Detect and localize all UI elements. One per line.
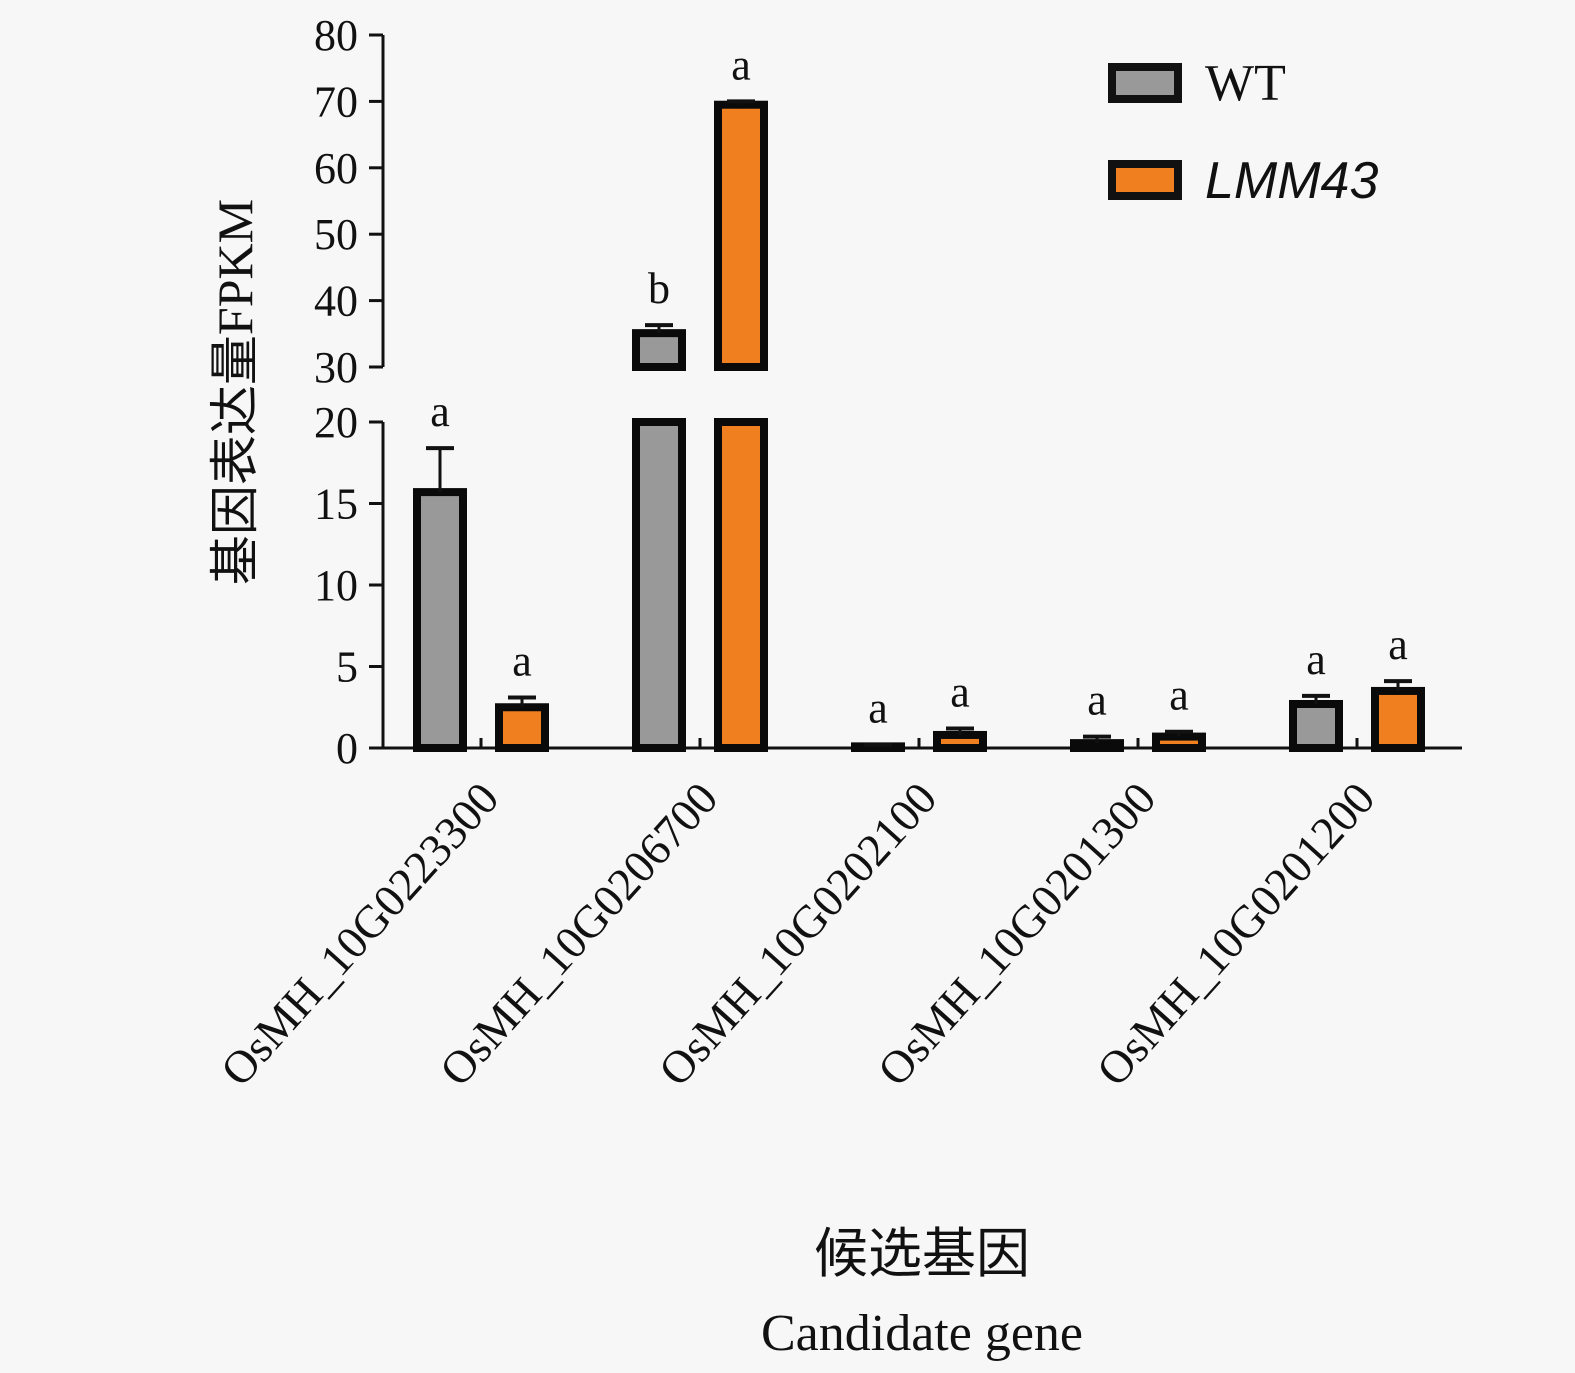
y-tick-label: 40	[314, 277, 358, 326]
bar-wt	[1289, 699, 1343, 752]
y-tick-label: 20	[314, 398, 358, 447]
y-axis-label: 基因表达量FPKM	[207, 199, 263, 585]
significance-label: a	[1169, 671, 1189, 720]
legend-swatch-lmm43	[1108, 160, 1182, 200]
significance-label: a	[430, 387, 450, 436]
significance-label: a	[1087, 676, 1107, 725]
y-tick-label: 70	[314, 77, 358, 126]
significance-label: a	[731, 40, 751, 89]
y-tick-label: 5	[336, 643, 358, 692]
bar-lmm43	[1152, 732, 1206, 753]
bar-wt	[632, 418, 686, 752]
legend-label-wt: WT	[1205, 55, 1286, 112]
significance-label: a	[1388, 620, 1408, 669]
legend-swatch-wt	[1108, 63, 1182, 103]
legend-label-lmm43: LMM43	[1205, 152, 1378, 210]
bar-lmm43	[1371, 686, 1425, 753]
legend: WT LMM43	[1108, 55, 1378, 210]
axes	[369, 33, 1462, 750]
x-axis-label-en: Candidate gene	[761, 1305, 1083, 1362]
bar-lmm43	[933, 730, 987, 753]
significance-label: a	[512, 636, 532, 685]
y-tick-label: 50	[314, 210, 358, 259]
bar-lmm43	[714, 418, 768, 752]
significance-label: b	[648, 264, 670, 313]
bar-wt	[1070, 739, 1124, 752]
x-axis-label-cn: 候选基因	[814, 1224, 1030, 1284]
significance-label: a	[868, 684, 888, 733]
bars	[413, 99, 1425, 753]
bar-wt	[632, 329, 686, 371]
bar-lmm43	[714, 100, 768, 371]
y-tick-label: 10	[314, 561, 358, 610]
y-tick-label: 0	[336, 724, 358, 773]
y-tick-label: 15	[314, 480, 358, 529]
y-tick-label: 30	[314, 343, 358, 392]
significance-label: a	[1306, 635, 1326, 684]
bar-wt	[413, 488, 467, 752]
significance-label: a	[950, 667, 970, 716]
bar-lmm43	[495, 703, 549, 752]
y-tick-label: 80	[314, 11, 358, 60]
y-tick-label: 60	[314, 144, 358, 193]
